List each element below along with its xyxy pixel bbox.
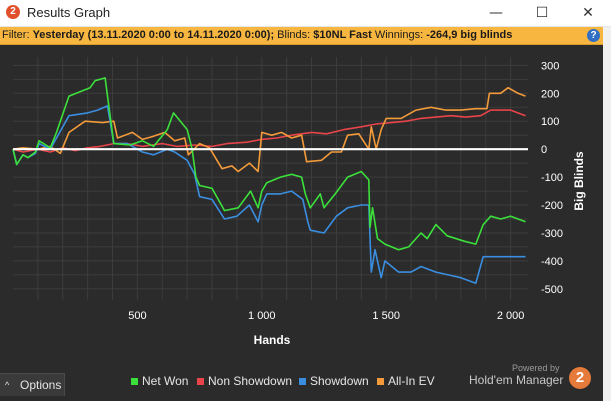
y-tick-label: -500 bbox=[541, 284, 563, 296]
legend-label-showdown: Showdown bbox=[310, 374, 369, 388]
minimize-button[interactable]: — bbox=[489, 5, 503, 21]
series-lines bbox=[12, 77, 526, 284]
y-axis-ticks: 300 200 100 0 -100 -200 -300 -400 -500 bbox=[541, 60, 563, 295]
series-line-non-showdown bbox=[12, 109, 526, 153]
title-bar: 2 Results Graph — ☐ ✕ bbox=[0, 0, 611, 27]
results-graph-panel: 300 200 100 0 -100 -200 -300 -400 -500 500 1 000 1… bbox=[0, 45, 603, 401]
series-line-all-in-ev bbox=[12, 86, 526, 173]
filter-prefix: Filter: bbox=[2, 29, 33, 41]
options-button[interactable]: ^ Options bbox=[0, 373, 65, 396]
powered-by-text: Powered by bbox=[512, 363, 560, 373]
brand-name: Hold'em Manager bbox=[469, 373, 564, 387]
filter-winnings-label: Winnings: bbox=[371, 29, 427, 41]
x-axis-ticks: 500 1 000 1 500 2 000 bbox=[128, 310, 524, 322]
legend-all-in-ev[interactable]: All-In EV bbox=[377, 373, 435, 389]
filter-winnings-value: -264,9 big blinds bbox=[426, 29, 513, 41]
legend-showdown[interactable]: Showdown bbox=[299, 373, 369, 389]
filter-bar: Filter: Yesterday (13.11.2020 0:00 to 14… bbox=[0, 27, 603, 45]
legend-non-showdown[interactable]: Non Showdown bbox=[197, 373, 292, 389]
y-tick-label: -300 bbox=[541, 228, 563, 240]
x-tick-label: 1 000 bbox=[248, 310, 276, 322]
hem-logo-icon: 2 bbox=[569, 367, 591, 389]
legend-net-won[interactable]: Net Won bbox=[131, 373, 188, 389]
y-tick-label: 0 bbox=[541, 144, 547, 156]
y-tick-label: -400 bbox=[541, 256, 563, 268]
series-line-net-won bbox=[12, 77, 526, 251]
filter-date-range: Yesterday (13.11.2020 0:00 to 14.11.2020… bbox=[32, 29, 275, 41]
results-chart: 300 200 100 0 -100 -200 -300 -400 -500 500 1 000 1… bbox=[12, 57, 586, 347]
legend-swatch-net-won bbox=[131, 378, 138, 385]
close-button[interactable]: ✕ bbox=[582, 5, 594, 21]
x-axis-title: Hands bbox=[254, 333, 291, 347]
window-edge bbox=[603, 27, 611, 401]
filter-blinds-label: Blinds: bbox=[274, 29, 314, 41]
x-tick-label: 2 000 bbox=[497, 310, 525, 322]
y-tick-label: 200 bbox=[541, 88, 559, 100]
series-line-showdown bbox=[12, 105, 526, 284]
legend-label-net-won: Net Won bbox=[142, 374, 189, 388]
y-tick-label: -200 bbox=[541, 200, 563, 212]
x-tick-label: 1 500 bbox=[372, 310, 400, 322]
legend-label-all-in-ev: All-In EV bbox=[388, 374, 435, 388]
legend-swatch-showdown bbox=[299, 378, 306, 385]
y-tick-label: 300 bbox=[541, 60, 559, 72]
filter-summary: Filter: Yesterday (13.11.2020 0:00 to 14… bbox=[2, 27, 512, 44]
options-label: Options bbox=[20, 378, 62, 392]
y-tick-label: -100 bbox=[541, 172, 563, 184]
window-title: Results Graph bbox=[27, 5, 111, 20]
legend-swatch-all-in-ev bbox=[377, 378, 384, 385]
y-tick-label: 100 bbox=[541, 116, 559, 128]
help-icon[interactable]: ? bbox=[587, 29, 600, 42]
x-tick-label: 500 bbox=[128, 310, 146, 322]
legend-swatch-non-showdown bbox=[197, 378, 204, 385]
maximize-button[interactable]: ☐ bbox=[535, 5, 549, 21]
filter-blinds-value: $10NL Fast bbox=[313, 29, 372, 41]
legend-label-non-showdown: Non Showdown bbox=[208, 374, 293, 388]
chevron-up-icon: ^ bbox=[5, 380, 10, 390]
app-logo-icon: 2 bbox=[6, 5, 20, 19]
grid bbox=[13, 57, 528, 300]
y-axis-title: Big Blinds bbox=[572, 151, 586, 211]
